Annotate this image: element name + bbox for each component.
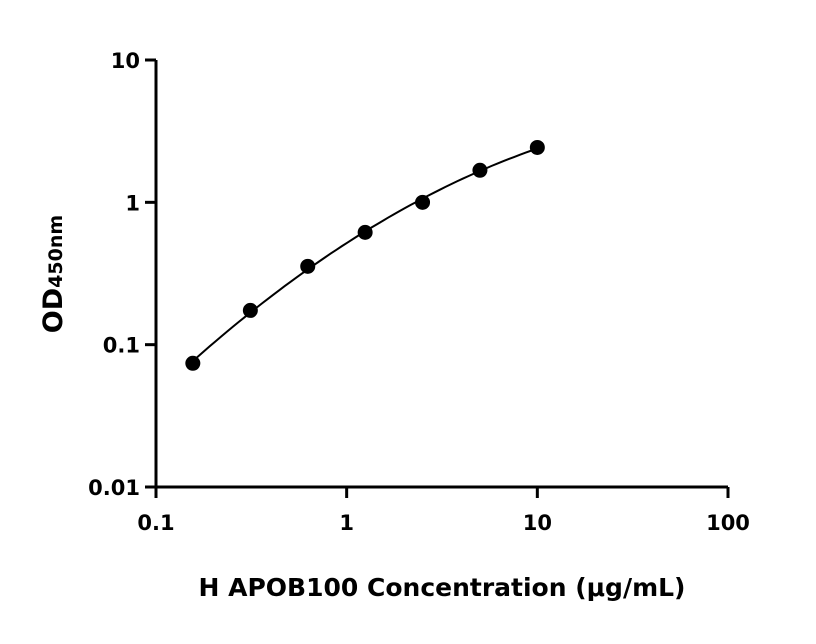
data-point xyxy=(472,162,488,178)
y-tick-label: 0.01 xyxy=(88,476,140,500)
data-points xyxy=(185,139,545,371)
data-point xyxy=(415,194,431,210)
y-axis-label: OD450nm xyxy=(38,215,69,333)
y-axis-label-main: OD xyxy=(38,288,69,333)
fit-curve-line xyxy=(192,147,538,362)
y-tick-label: 10 xyxy=(111,49,140,73)
data-point xyxy=(529,139,545,155)
y-axis-label-sub: 450nm xyxy=(45,215,67,288)
x-axis-label: H APOB100 Concentration (μg/mL) xyxy=(199,573,686,602)
fit-curve xyxy=(192,147,538,362)
data-point xyxy=(300,258,316,274)
x-tick-label: 10 xyxy=(523,511,552,535)
data-point xyxy=(357,224,373,240)
data-point xyxy=(185,355,201,371)
x-tick-label: 1 xyxy=(339,511,354,535)
x-tick-label: 100 xyxy=(706,511,750,535)
axes: 0.1 1 10 100 0.01 0.1 1 10 xyxy=(88,49,750,535)
x-tick-label: 0.1 xyxy=(137,511,174,535)
y-tick-label: 1 xyxy=(125,191,140,215)
data-point xyxy=(242,302,258,318)
y-tick-label: 0.1 xyxy=(103,334,140,358)
